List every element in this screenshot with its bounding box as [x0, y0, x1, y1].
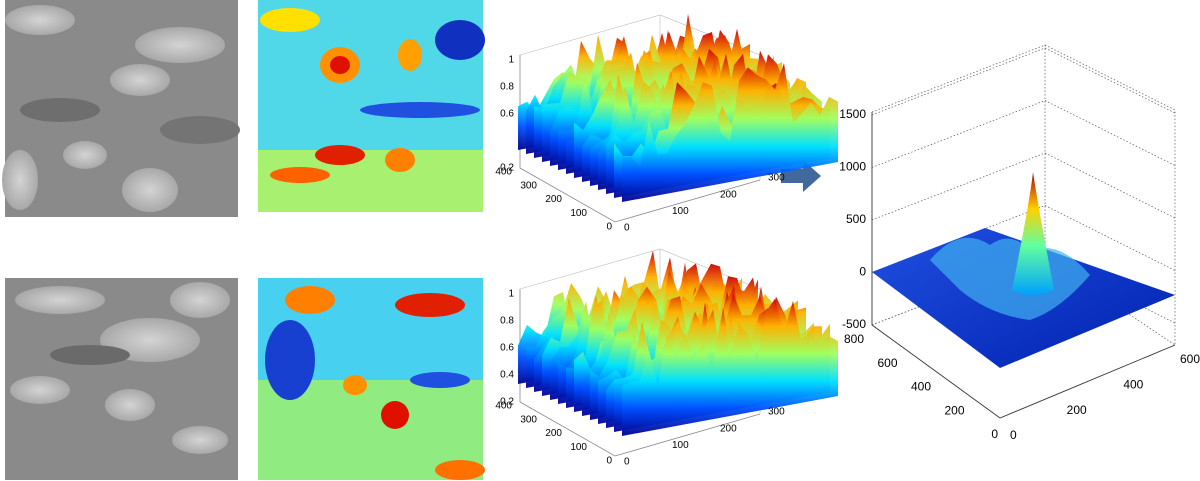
x-tick-label: 200 [720, 189, 737, 200]
grid-line [872, 48, 1045, 115]
z-tick-label: 1500 [839, 107, 866, 121]
z-tick-label: 0.6 [500, 343, 514, 354]
y-tick-label: 0 [991, 427, 998, 441]
z-tick-label: 1000 [839, 160, 866, 174]
x-tick-label: 600 [1180, 352, 1200, 366]
x-tick-label: 100 [672, 440, 689, 451]
z-tick-label: 1 [508, 289, 514, 300]
x-tick-label: 0 [1010, 428, 1017, 442]
grid-line [1045, 101, 1175, 166]
y-tick-label: 0 [606, 222, 612, 233]
z-tick-label: 0.8 [500, 316, 514, 327]
y-tick-label: 200 [545, 428, 562, 439]
page: {"panels": [ {"z_ticks": [0.2, 0.6, 0.8,… [0, 0, 1200, 481]
colormap-top [258, 0, 485, 212]
x-tick-label: 0 [624, 457, 630, 468]
y-tick-label: 400 [911, 380, 931, 394]
z-tick-label: 1 [508, 55, 514, 66]
gray-image-top [2, 0, 240, 217]
z-tick-label: 0 [859, 265, 866, 279]
gray-image-bottom [5, 278, 238, 480]
y-tick-label: 200 [545, 194, 562, 205]
y-tick-label: 300 [520, 414, 537, 425]
y-tick-label: 300 [520, 180, 537, 191]
x-tick-label: 200 [1067, 403, 1087, 417]
x-tick-label: 100 [672, 206, 689, 217]
y-tick-label: 0 [606, 456, 612, 467]
z-tick-label: 0.6 [500, 109, 514, 120]
x-tick-label: 300 [768, 407, 785, 418]
z-tick-label: 500 [846, 212, 866, 226]
x-tick-label: 400 [1123, 378, 1143, 392]
y-tick-label: 100 [570, 208, 587, 219]
grid-line [1045, 48, 1175, 113]
grid-line [872, 101, 1045, 168]
y-tick-label: 400 [495, 167, 512, 178]
x-tick-label: 300 [768, 173, 785, 184]
colormap-bottom [258, 278, 485, 480]
y-tick-label: 800 [844, 332, 864, 346]
y-tick-label: 600 [877, 356, 897, 370]
grid-line [1045, 153, 1175, 218]
y-tick-label: 400 [495, 401, 512, 412]
z-tick-label: -500 [842, 317, 866, 331]
figure: 0.20.60.81400300200100001002003000.20.40… [0, 0, 1200, 481]
z-tick-label: 0.8 [500, 82, 514, 93]
x-tick-label: 200 [720, 423, 737, 434]
y-tick-label: 100 [570, 442, 587, 453]
y-tick-label: 200 [944, 403, 964, 417]
x-tick-label: 0 [624, 223, 630, 234]
z-tick-label: 0.4 [500, 370, 514, 381]
grid-line [872, 153, 1045, 220]
surface-peak [1012, 172, 1054, 295]
